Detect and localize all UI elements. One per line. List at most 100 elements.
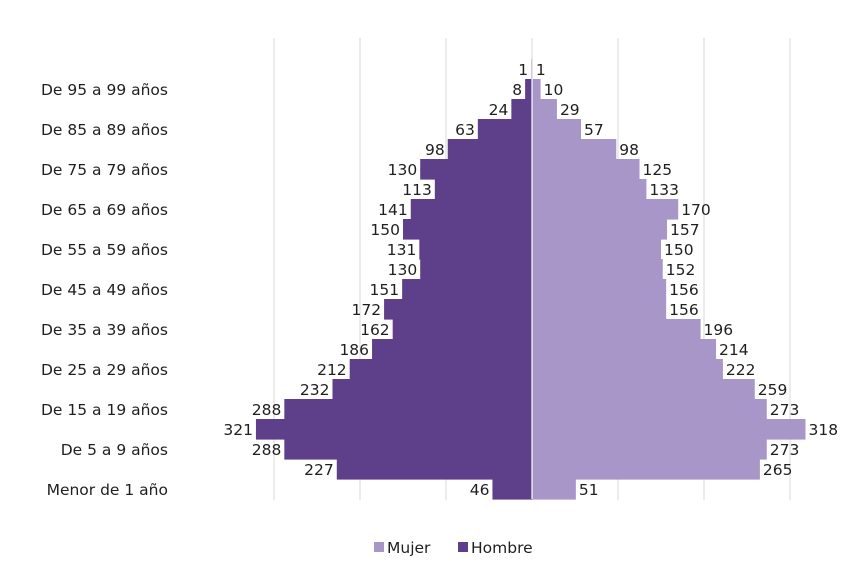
legend-swatch-hombre — [458, 542, 468, 552]
legend: Mujer Hombre — [374, 539, 533, 557]
legend-swatch-mujer — [374, 542, 384, 552]
category-label: De 95 a 99 años — [41, 81, 168, 99]
value-label-mujer: 1 — [536, 61, 546, 79]
value-label-hombre: 150 — [370, 221, 400, 239]
bar-hombre — [402, 279, 532, 300]
bar-hombre — [384, 299, 532, 320]
bar-mujer — [532, 399, 767, 420]
value-label-hombre: 172 — [351, 301, 381, 319]
category-label: De 15 a 19 años — [41, 401, 168, 419]
value-label-hombre: 232 — [300, 381, 330, 399]
value-label-mujer: 125 — [643, 161, 673, 179]
value-label-mujer: 10 — [544, 81, 564, 99]
value-label-mujer: 150 — [664, 241, 694, 259]
bar-mujer — [532, 379, 755, 400]
legend-label-hombre: Hombre — [471, 539, 533, 557]
value-label-hombre: 8 — [512, 81, 522, 99]
value-label-hombre: 288 — [252, 441, 282, 459]
value-label-mujer: 170 — [681, 201, 711, 219]
value-label-mujer: 98 — [619, 141, 639, 159]
bar-hombre — [284, 399, 532, 420]
value-label-mujer: 214 — [719, 341, 749, 359]
bar-mujer — [532, 99, 557, 120]
value-label-mujer: 318 — [808, 421, 838, 439]
value-label-hombre: 113 — [402, 181, 432, 199]
bar-hombre — [284, 439, 532, 460]
bar-mujer — [532, 359, 723, 380]
value-label-mujer: 156 — [669, 281, 699, 299]
bar-mujer — [532, 459, 760, 480]
bar-mujer — [532, 79, 541, 100]
bar-mujer — [532, 139, 617, 160]
value-label-hombre: 63 — [455, 121, 475, 139]
bar-mujer — [532, 419, 806, 440]
bar-mujer — [532, 439, 767, 460]
value-label-mujer: 152 — [666, 261, 696, 279]
value-label-hombre: 227 — [304, 461, 334, 479]
category-label: De 65 a 69 años — [41, 201, 168, 219]
value-label-hombre: 46 — [470, 481, 490, 499]
bar-mujer — [532, 259, 663, 280]
bar-mujer — [532, 279, 667, 300]
value-label-hombre: 1 — [518, 61, 528, 79]
bar-mujer — [532, 479, 576, 500]
bars — [255, 59, 806, 500]
bar-hombre — [255, 419, 532, 440]
value-label-hombre: 321 — [223, 421, 253, 439]
bar-hombre — [434, 179, 532, 200]
bar-mujer — [532, 299, 667, 320]
bar-mujer — [532, 119, 582, 140]
category-label: De 55 a 59 años — [41, 241, 168, 259]
value-label-mujer: 57 — [584, 121, 604, 139]
value-labels: 46 51 227 265 288 273 321 318 288 273 232 259 212 222… — [223, 61, 838, 499]
bar-hombre — [410, 199, 532, 220]
bar-mujer — [532, 199, 679, 220]
value-label-mujer: 273 — [770, 401, 800, 419]
bar-mujer — [532, 219, 668, 240]
value-label-mujer: 133 — [649, 181, 679, 199]
bar-mujer — [532, 339, 717, 360]
category-label: De 5 a 9 años — [61, 441, 168, 459]
category-label: De 75 a 79 años — [41, 161, 168, 179]
bar-mujer — [532, 239, 661, 260]
bar-hombre — [419, 239, 532, 260]
value-label-mujer: 51 — [579, 481, 599, 499]
bar-hombre — [336, 459, 532, 480]
bar-hombre — [332, 379, 532, 400]
bar-mujer — [532, 159, 640, 180]
bar-hombre — [420, 259, 532, 280]
value-label-hombre: 131 — [387, 241, 417, 259]
value-label-mujer: 222 — [726, 361, 756, 379]
category-label: De 35 a 39 años — [41, 321, 168, 339]
bar-hombre — [349, 359, 532, 380]
value-label-hombre: 151 — [370, 281, 400, 299]
value-label-mujer: 259 — [758, 381, 788, 399]
bar-hombre — [477, 119, 532, 140]
value-label-hombre: 141 — [378, 201, 408, 219]
bar-hombre — [525, 79, 532, 100]
value-label-hombre: 98 — [425, 141, 445, 159]
value-label-hombre: 288 — [252, 401, 282, 419]
value-label-mujer: 156 — [669, 301, 699, 319]
bar-hombre — [511, 99, 532, 120]
value-label-hombre: 24 — [489, 101, 509, 119]
value-label-hombre: 212 — [317, 361, 347, 379]
bar-hombre — [420, 159, 532, 180]
category-label: Menor de 1 año — [47, 481, 168, 499]
value-label-mujer: 265 — [763, 461, 793, 479]
value-label-hombre: 130 — [388, 261, 418, 279]
value-label-mujer: 157 — [670, 221, 700, 239]
category-labels: Menor de 1 año De 5 a 9 años De 15 a 19 añ… — [41, 81, 168, 499]
bar-hombre — [392, 319, 532, 340]
category-label: De 25 a 29 años — [41, 361, 168, 379]
value-label-hombre: 162 — [360, 321, 390, 339]
legend-label-mujer: Mujer — [387, 539, 431, 557]
bar-mujer — [532, 319, 701, 340]
category-label: De 45 a 49 años — [41, 281, 168, 299]
value-label-hombre: 130 — [388, 161, 418, 179]
value-label-mujer: 273 — [770, 441, 800, 459]
bar-hombre — [372, 339, 532, 360]
category-label: De 85 a 89 años — [41, 121, 168, 139]
value-label-hombre: 186 — [339, 341, 369, 359]
